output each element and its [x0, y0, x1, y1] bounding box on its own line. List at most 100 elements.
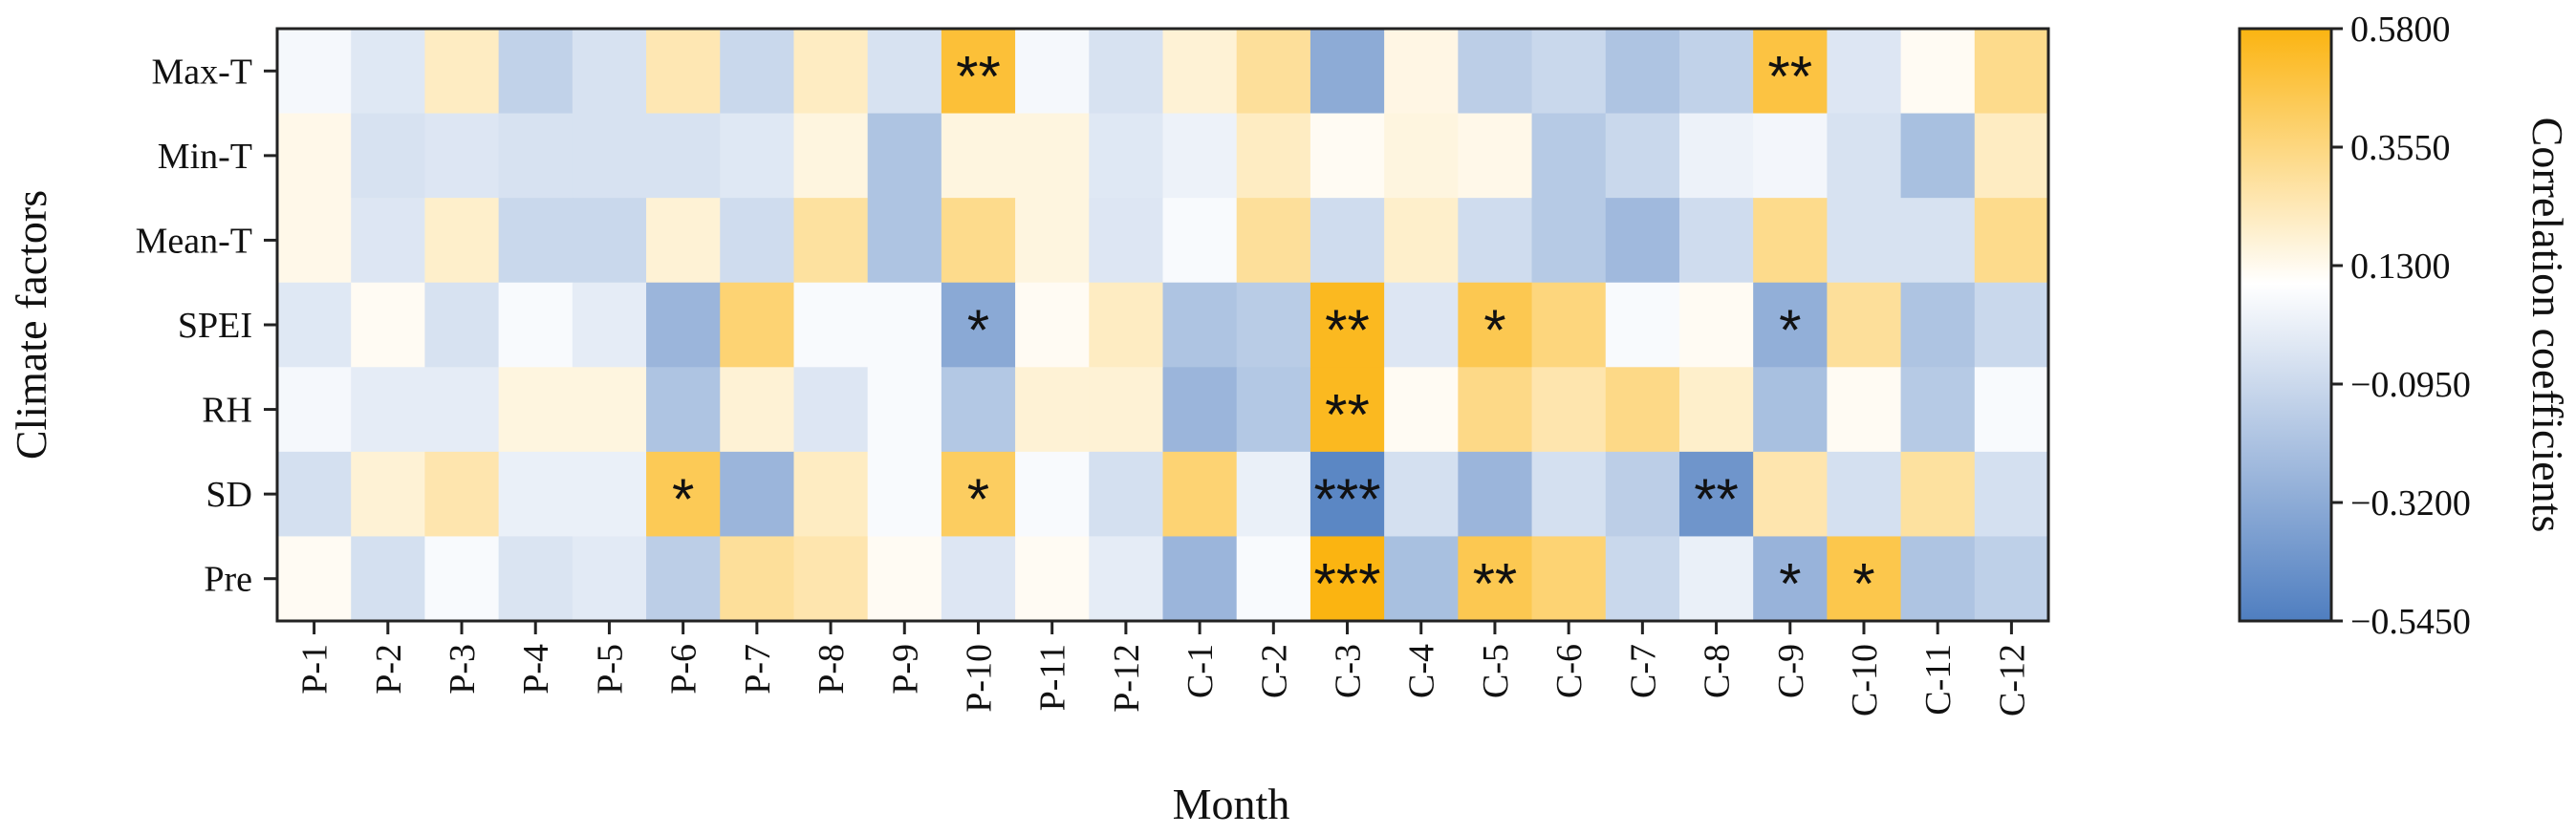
heatmap-cell: [867, 113, 942, 199]
x-tick-label: C-2: [1254, 644, 1294, 698]
heatmap-cell: [1458, 282, 1533, 368]
heatmap-cell: [1236, 282, 1311, 368]
heatmap-cell: [1310, 282, 1385, 368]
heatmap-cell: [1015, 198, 1090, 284]
heatmap-cell: [498, 367, 574, 453]
heatmap-cell: [1310, 451, 1385, 538]
heatmap-cell: [1605, 29, 1680, 115]
heatmap-cell: [424, 198, 500, 284]
heatmap-cell: [1827, 29, 1902, 115]
heatmap-cell: [720, 367, 795, 453]
heatmap-cell: [646, 282, 721, 368]
heatmap-cell: [1605, 198, 1680, 284]
heatmap-cell: [793, 198, 869, 284]
heatmap-cell: [351, 536, 426, 622]
heatmap-cell: [1015, 113, 1090, 199]
heatmap-cell: [1384, 282, 1459, 368]
heatmap-cell: [720, 29, 795, 115]
heatmap-cell: [1162, 451, 1238, 538]
significance-star: **: [1694, 467, 1739, 531]
y-tick-label: Min-T: [158, 137, 252, 177]
x-tick-label: C-12: [1992, 644, 2032, 716]
heatmap-cell: [941, 113, 1016, 199]
heatmap-cell: [424, 282, 500, 368]
heatmap-cell: [793, 367, 869, 453]
x-tick-label: C-8: [1698, 644, 1738, 698]
heatmap-cell: [646, 536, 721, 622]
heatmap-cell: [646, 113, 721, 199]
heatmap-cell: [867, 451, 942, 538]
heatmap-cell: [1458, 29, 1533, 115]
significance-annotations: ** *** ** * **** * *** ***** ** * *: [672, 44, 1875, 615]
heatmap-cell: [1753, 282, 1828, 368]
colorbar-tick-label: −0.0950: [2350, 365, 2471, 405]
heatmap-cell: [1236, 198, 1311, 284]
heatmap-cell: [277, 451, 352, 538]
heatmap-cell: [793, 536, 869, 622]
y-tick-label: Pre: [204, 560, 252, 600]
heatmap-cell: [1678, 282, 1754, 368]
x-tick-label: C-5: [1476, 644, 1516, 698]
heatmap-cell: [498, 282, 574, 368]
heatmap-cell: [1162, 113, 1238, 199]
heatmap-cell: [646, 29, 721, 115]
heatmap-cell: [1162, 198, 1238, 284]
heatmap-cell: [1974, 113, 2049, 199]
heatmap-cell: [1384, 198, 1459, 284]
heatmap-cell: [1384, 367, 1459, 453]
heatmap-cell: [1162, 536, 1238, 622]
heatmap-cell: [793, 451, 869, 538]
heatmap-cell: [867, 198, 942, 284]
heatmap-cell: [1531, 367, 1607, 453]
x-tick-label: C-10: [1845, 644, 1885, 716]
y-axis-ticks: Max-T Min-T Mean-T SPEI RH SD Pre: [136, 52, 277, 600]
x-tick-label: C-11: [1918, 644, 1959, 716]
heatmap-cell: [941, 367, 1016, 453]
significance-star: **: [1325, 383, 1370, 447]
heatmap-cell: [424, 451, 500, 538]
heatmap-cell: [498, 113, 574, 199]
heatmap-cell: [867, 367, 942, 453]
heatmap-cell: [1827, 536, 1902, 622]
x-tick-label: P-1: [295, 644, 336, 695]
heatmap-cell: [351, 198, 426, 284]
heatmap-cell: [1605, 113, 1680, 199]
heatmap-cell: [1384, 451, 1459, 538]
heatmap-cell: [1531, 29, 1607, 115]
heatmap-cell: [1753, 451, 1828, 538]
x-tick-label: C-4: [1402, 644, 1442, 698]
heatmap-cell: [867, 282, 942, 368]
significance-star: **: [956, 44, 1001, 108]
heatmap-cell: [277, 282, 352, 368]
significance-star: *: [967, 467, 989, 531]
significance-star: ***: [1313, 552, 1380, 616]
heatmap-cell: [1089, 536, 1164, 622]
significance-star: *: [672, 467, 694, 531]
heatmap-cell: [1678, 29, 1754, 115]
significance-star: ***: [1313, 467, 1380, 531]
heatmap-cell: [277, 29, 352, 115]
heatmap-cell: [720, 536, 795, 622]
x-tick-label: P-5: [590, 644, 630, 695]
heatmap-cell: [1310, 367, 1385, 453]
colorbar-tick-label: −0.3200: [2350, 483, 2471, 524]
x-tick-label: P-11: [1033, 644, 1073, 711]
heatmap-cell: [720, 113, 795, 199]
heatmap-cell: [1531, 282, 1607, 368]
heatmap-cell: [1236, 113, 1311, 199]
heatmap-cell: [1827, 367, 1902, 453]
heatmap-cell: [1384, 536, 1459, 622]
heatmap-cell: [277, 113, 352, 199]
heatmap-cell: [1015, 451, 1090, 538]
heatmap-cell: [498, 198, 574, 284]
heatmap-cell: [277, 367, 352, 453]
colorbar-tick-label: 0.3550: [2350, 128, 2451, 168]
heatmap-cell: [351, 451, 426, 538]
significance-star: *: [967, 298, 989, 362]
heatmap-cell: [351, 282, 426, 368]
x-tick-label: P-10: [959, 644, 999, 713]
heatmap-cell: [1089, 451, 1164, 538]
heatmap-cell: [1678, 113, 1754, 199]
heatmap-cell: [1827, 451, 1902, 538]
heatmap-cell: [1310, 198, 1385, 284]
